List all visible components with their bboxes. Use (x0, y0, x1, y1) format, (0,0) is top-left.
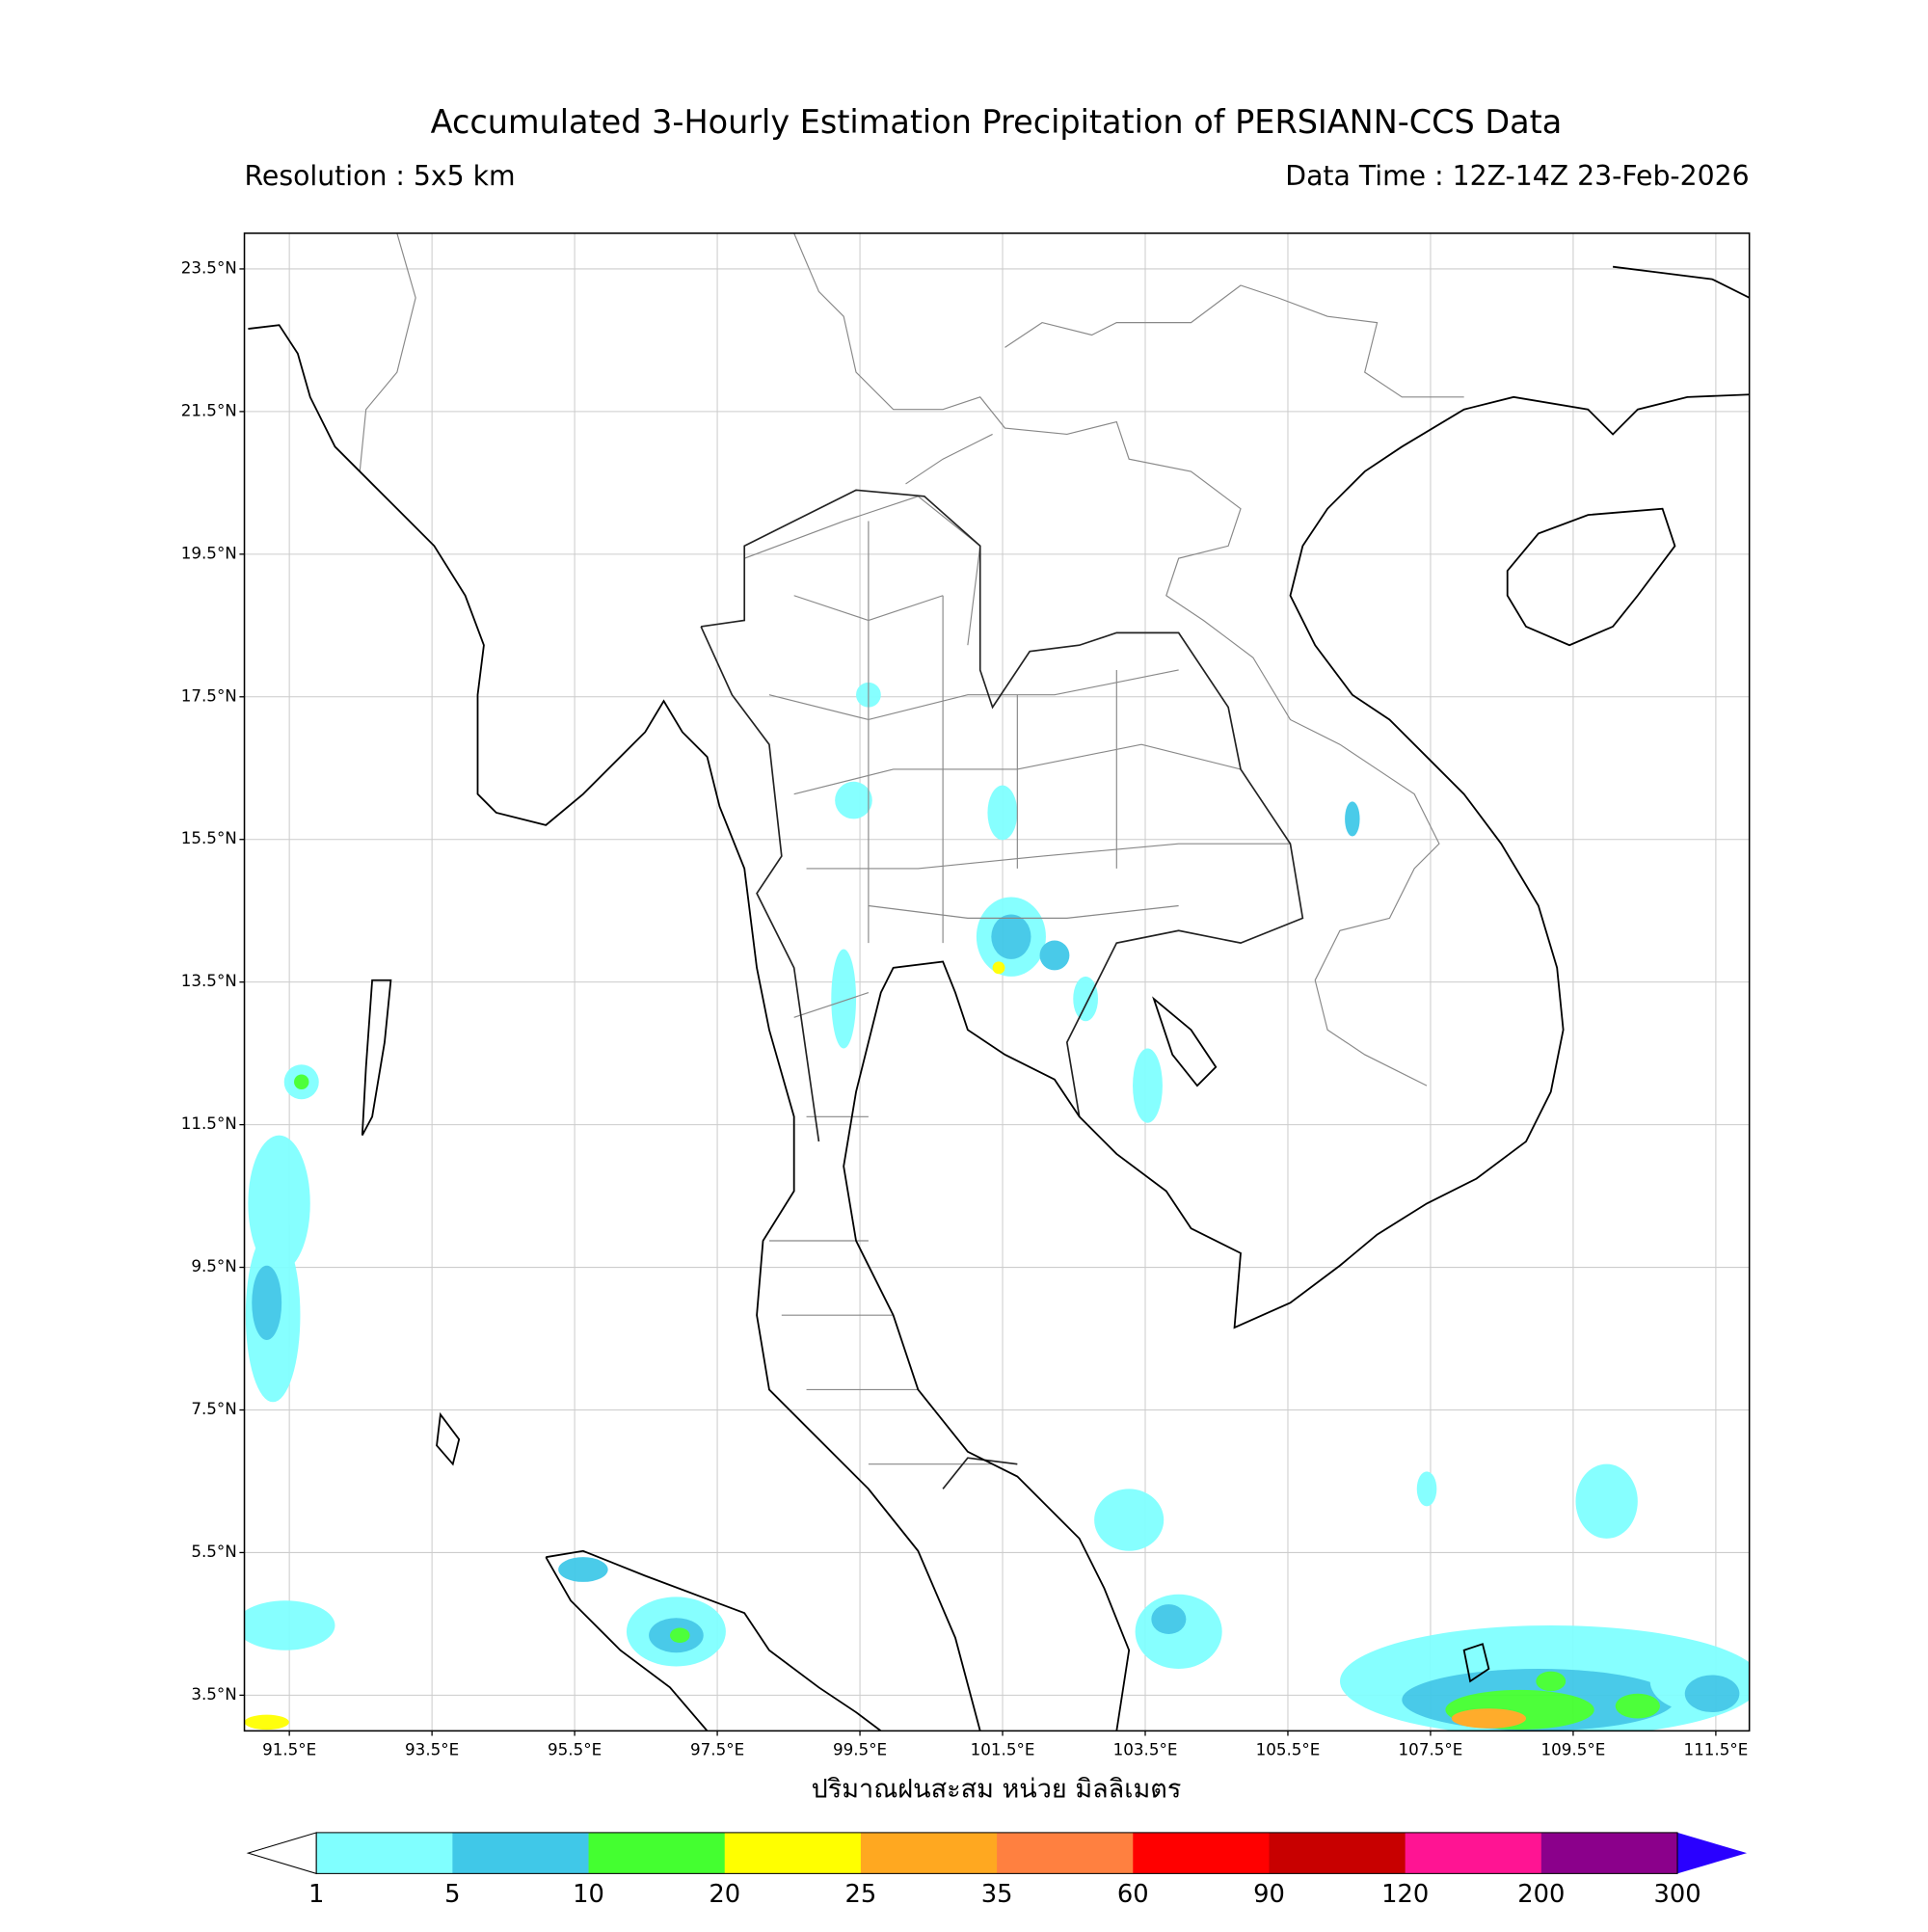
coastline (248, 265, 1750, 1731)
colorbar-over (1677, 1832, 1748, 1874)
colorbar-swatch (1540, 1832, 1678, 1874)
lon-tick-label: 105.5°E (1256, 1739, 1321, 1758)
colorbar-swatch (316, 1832, 454, 1874)
colorbar-swatch (724, 1832, 862, 1874)
colorbar-label: 60 (1117, 1880, 1149, 1909)
country-border (359, 232, 1464, 1087)
lat-tick-label: 23.5°N (181, 257, 237, 277)
rain-area (244, 1714, 289, 1731)
lon-tick-label: 93.5°E (405, 1739, 459, 1758)
colorbar-swatch (588, 1832, 726, 1874)
lat-tick-label: 21.5°N (181, 400, 237, 419)
rain-area (1575, 1463, 1638, 1539)
colorbar-label: 35 (981, 1880, 1013, 1909)
rain-area (244, 1600, 335, 1650)
colorbar-frame (315, 1832, 1678, 1874)
colorbar-label: 10 (573, 1880, 604, 1909)
colorbar-under (246, 1832, 317, 1875)
rain-area (1133, 1048, 1163, 1123)
rain (244, 682, 1750, 1731)
lon-tick-label: 91.5°E (262, 1739, 316, 1758)
colorbar-swatch (1405, 1832, 1542, 1874)
rain-area (1039, 940, 1070, 971)
rain-area (252, 1265, 282, 1340)
ticks: 23.5°N 21.5°N 19.5°N 17.5°N 15.5°N 13.5°N 11.5… (181, 257, 1749, 1758)
data-time: Data Time : 12Z-14Z 23-Feb-2026 (1285, 160, 1749, 192)
lat-tick-label: 3.5°N (191, 1684, 236, 1704)
rain-area (1345, 801, 1360, 837)
rain-area (987, 785, 1018, 841)
thailand-border (700, 489, 1304, 1489)
coastline-island (361, 507, 1676, 1683)
rain-area (992, 961, 1005, 975)
lat-tick-label: 11.5°N (181, 1114, 237, 1133)
lat-tick-label: 15.5°N (181, 828, 237, 847)
rain-area (294, 1074, 309, 1089)
colorbar-swatch (860, 1832, 998, 1874)
title: Accumulated 3-Hourly Estimation Precipit… (431, 103, 1563, 141)
rain-area (831, 949, 857, 1049)
rain-area (1135, 1594, 1222, 1670)
rain-area (669, 1627, 690, 1643)
colorbar-swatch (452, 1832, 590, 1874)
map-layer (244, 232, 1750, 1731)
rain-area (1451, 1708, 1527, 1729)
colorbar-label: 300 (1653, 1880, 1700, 1909)
colorbar: 1 5 10 20 25 35 60 90 120 200 300 (246, 1832, 1748, 1909)
x-axis-label: ปริมาณฝนสะสม หน่วย มิลลิเมตร (812, 1775, 1182, 1805)
lon-tick-label: 99.5°E (833, 1739, 887, 1758)
colorbar-label: 25 (845, 1880, 877, 1909)
rain-area (1073, 976, 1098, 1022)
rain-area (835, 781, 872, 819)
lat-tick-label: 13.5°N (181, 971, 237, 990)
colorbar-swatch (1269, 1832, 1406, 1874)
colorbar-swatch (997, 1832, 1134, 1874)
colorbar-swatch (1133, 1832, 1271, 1874)
lon-tick-label: 107.5°E (1399, 1739, 1463, 1758)
colorbar-label: 20 (709, 1880, 740, 1909)
colorbar-label: 1 (308, 1880, 324, 1909)
lat-tick-label: 5.5°N (191, 1542, 236, 1561)
rain-area (991, 914, 1031, 959)
colorbar-label: 90 (1253, 1880, 1285, 1909)
rain-area (1536, 1671, 1566, 1692)
lon-tick-label: 111.5°E (1683, 1739, 1748, 1758)
lat-tick-label: 19.5°N (181, 543, 237, 562)
rain-area (1615, 1693, 1661, 1719)
resolution: Resolution : 5x5 km (245, 160, 516, 192)
lon-tick-label: 101.5°E (971, 1739, 1035, 1758)
colorbar-label: 5 (444, 1880, 460, 1909)
lat-tick-label: 9.5°N (191, 1256, 236, 1275)
province-borders (743, 496, 1291, 1465)
lon-tick-label: 95.5°E (548, 1739, 602, 1758)
rain-area (558, 1557, 608, 1582)
lon-tick-label: 97.5°E (690, 1739, 744, 1758)
lon-tick-label: 103.5°E (1113, 1739, 1178, 1758)
rain-area (1416, 1471, 1437, 1507)
rain-area (1151, 1604, 1187, 1634)
lat-tick-label: 7.5°N (191, 1399, 236, 1418)
rain-area (1684, 1675, 1740, 1713)
grid (244, 232, 1750, 1731)
lat-tick-label: 17.5°N (181, 685, 237, 705)
colorbar-label: 200 (1517, 1880, 1565, 1909)
rain-area (1094, 1489, 1165, 1551)
lon-tick-label: 109.5°E (1541, 1739, 1606, 1758)
colorbar-label: 120 (1381, 1880, 1429, 1909)
